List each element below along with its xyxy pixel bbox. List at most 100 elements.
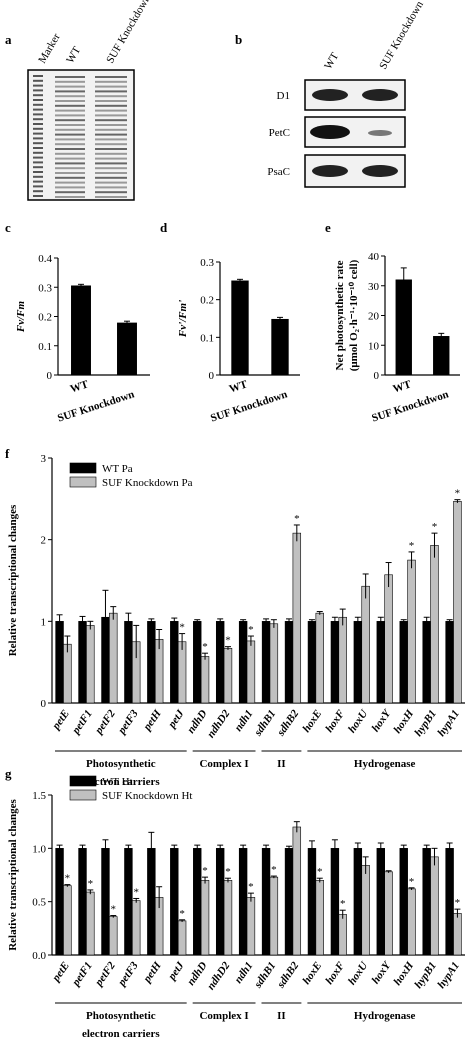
gel-band <box>95 152 127 155</box>
y-tick-label: 20 <box>368 311 380 323</box>
bar <box>117 322 137 376</box>
x-tick-label: SUF Knockdown <box>56 388 136 424</box>
gel-band <box>33 89 43 92</box>
gel-band <box>95 176 127 179</box>
gel-band <box>95 162 127 165</box>
x-tick-label: petE <box>50 960 72 985</box>
y-tick-label: 0.5 <box>32 897 46 909</box>
bar <box>223 880 233 956</box>
bar <box>430 856 439 956</box>
bar <box>338 616 347 704</box>
bar <box>453 500 462 704</box>
significance-mark: * <box>271 864 277 876</box>
gel-band <box>55 162 85 165</box>
significance-mark: * <box>455 897 461 909</box>
gel-band <box>55 119 85 122</box>
y-tick-label: 0.0 <box>32 950 46 962</box>
gel-band <box>55 109 85 112</box>
gel-band <box>33 79 43 82</box>
bar <box>261 848 271 956</box>
gel-band <box>33 180 43 183</box>
lane-label: Marker <box>36 31 63 65</box>
bar <box>86 891 95 956</box>
bar <box>384 574 393 704</box>
blot-band <box>362 165 398 177</box>
significance-mark: * <box>179 908 185 920</box>
bar <box>238 848 248 956</box>
bar <box>361 865 370 956</box>
bar <box>63 885 72 956</box>
lane-label: WT <box>322 50 341 71</box>
blot-band <box>362 89 398 101</box>
bar <box>124 848 133 956</box>
bar <box>315 612 324 704</box>
bar <box>376 621 385 704</box>
bar <box>215 848 225 956</box>
gel-band <box>55 138 85 141</box>
bar <box>399 621 408 704</box>
bar <box>269 876 279 956</box>
significance-mark: * <box>133 886 139 898</box>
gel-band <box>95 148 127 150</box>
gel-band <box>95 191 127 194</box>
legend-swatch <box>69 775 97 787</box>
bar <box>292 532 302 704</box>
significance-mark: * <box>225 866 231 878</box>
bar <box>170 848 179 956</box>
row-label: PetC <box>269 127 290 139</box>
gel-band <box>33 185 43 188</box>
x-tick-label: SUF Knockdown <box>209 388 289 424</box>
gel-band <box>33 171 43 173</box>
bar <box>231 280 249 376</box>
bar <box>246 640 256 704</box>
gel-band <box>55 167 85 170</box>
gel-band <box>55 100 85 102</box>
x-tick-label: hoxE <box>300 708 324 735</box>
gel-band <box>95 196 127 198</box>
gel-band <box>55 191 85 194</box>
y-tick-label: 1.5 <box>32 790 46 802</box>
significance-mark: * <box>294 513 300 525</box>
y-tick-label: 0 <box>374 370 380 382</box>
lane-label: SUF Knockdown <box>104 0 153 65</box>
y-tick-label: 0 <box>47 370 53 382</box>
significance-mark: * <box>248 881 254 893</box>
bar <box>193 848 202 956</box>
bar <box>445 848 454 956</box>
significance-mark: * <box>202 641 208 653</box>
x-tick-label: hoxU <box>346 707 371 735</box>
y-tick-label: 0 <box>209 370 215 382</box>
x-tick-label: hypA1 <box>435 708 462 739</box>
gel-band <box>33 195 43 197</box>
bar <box>284 848 294 956</box>
group-label: Hydrogenase <box>354 758 416 770</box>
gel-band <box>33 166 43 169</box>
gel-band <box>95 114 127 117</box>
x-tick-label: petF1 <box>69 960 94 989</box>
bar <box>399 848 408 956</box>
gel-band <box>33 94 43 97</box>
bar <box>353 621 363 704</box>
gel-band <box>95 157 127 160</box>
bar <box>101 848 110 956</box>
panel-letter: a <box>5 32 12 47</box>
significance-mark: * <box>455 488 461 500</box>
y-tick-label: 0.2 <box>38 312 52 324</box>
gel-band <box>95 124 127 126</box>
group-label: II <box>277 1010 286 1022</box>
bar <box>407 888 416 956</box>
gel-band <box>55 152 85 155</box>
x-tick-label: petJ <box>165 707 187 731</box>
panel-letter: c <box>5 220 11 235</box>
x-tick-label: hoxU <box>346 959 371 987</box>
x-tick-label: hypB1 <box>412 708 439 739</box>
blot-band <box>368 130 392 136</box>
legend-label: WT Ht <box>102 776 133 788</box>
gel-band <box>55 95 85 98</box>
bar <box>292 826 302 956</box>
significance-mark: * <box>432 521 438 533</box>
bar <box>330 621 340 704</box>
x-tick-label: sdhB1 <box>252 960 279 991</box>
gel-band <box>95 143 127 146</box>
y-tick-label: 10 <box>368 340 380 352</box>
